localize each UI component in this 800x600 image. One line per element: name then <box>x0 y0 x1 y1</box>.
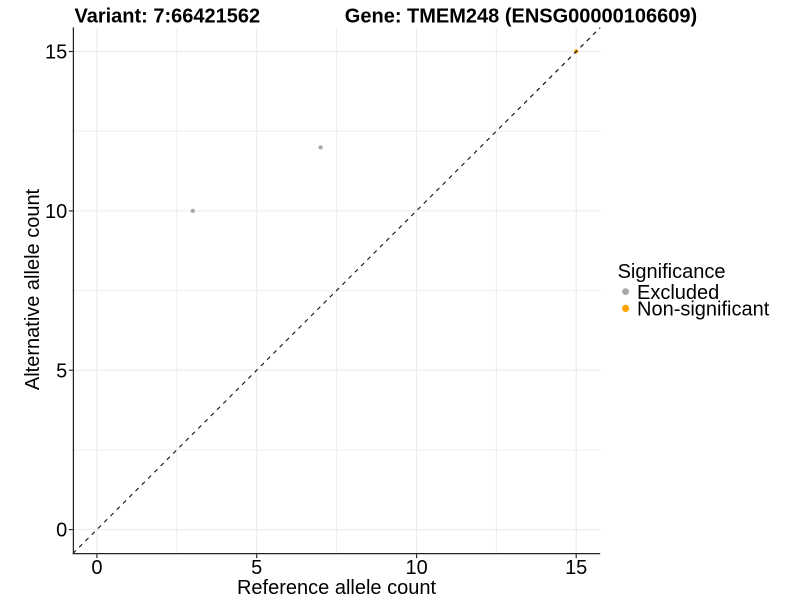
svg-text:0: 0 <box>91 557 102 579</box>
svg-text:10: 10 <box>405 557 427 579</box>
svg-text:0: 0 <box>56 520 67 542</box>
svg-text:Alternative allele count: Alternative allele count <box>22 188 44 390</box>
svg-text:10: 10 <box>45 201 67 223</box>
svg-text:Significance: Significance <box>618 261 726 283</box>
svg-text:Reference allele count: Reference allele count <box>237 577 436 599</box>
svg-text:Variant: 7:66421562: Variant: 7:66421562 <box>74 5 260 27</box>
svg-text:5: 5 <box>56 360 67 382</box>
svg-text:Gene: TMEM248 (ENSG00000106609: Gene: TMEM248 (ENSG00000106609) <box>345 5 697 27</box>
svg-text:15: 15 <box>565 557 587 579</box>
svg-text:Excluded: Excluded <box>637 282 719 304</box>
svg-text:5: 5 <box>251 557 262 579</box>
svg-text:15: 15 <box>45 42 67 64</box>
svg-text:Non-significant: Non-significant <box>637 299 770 321</box>
